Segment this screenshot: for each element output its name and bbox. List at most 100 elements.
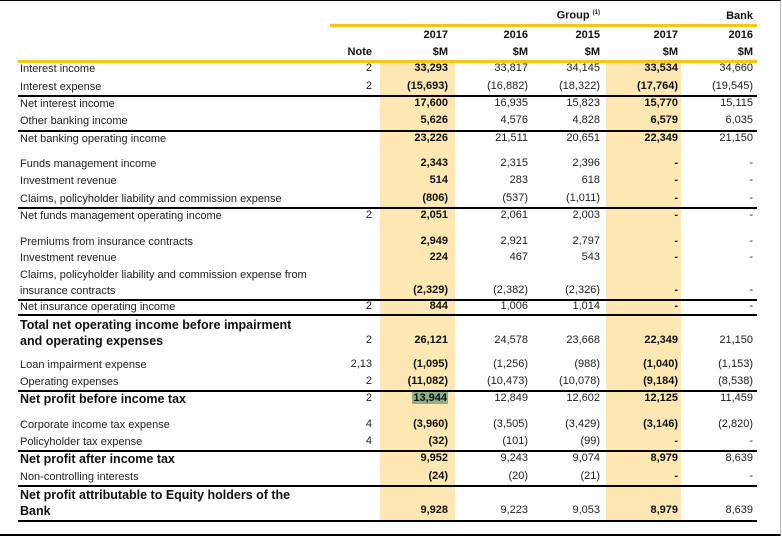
value-cell: 9,952 <box>420 452 448 464</box>
value-cell: 2,949 <box>420 235 448 247</box>
year-header: 2017 <box>653 29 678 41</box>
value-cell: 2,921 <box>500 235 528 247</box>
value-cell: (8,538) <box>718 375 753 387</box>
selected-value[interactable]: 13,944 <box>412 392 448 404</box>
value-cell: 2,797 <box>572 235 600 247</box>
value-cell: - <box>674 435 678 447</box>
row-label: Funds management income <box>20 158 157 170</box>
value-cell: 15,823 <box>566 97 600 109</box>
value-cell: (988) <box>574 358 600 370</box>
value-cell: 15,770 <box>644 97 678 109</box>
value-cell: 618 <box>581 174 600 186</box>
value-cell: 4,828 <box>572 114 600 126</box>
divider <box>18 485 757 487</box>
value-cell: 2,343 <box>420 157 448 169</box>
value-cell: 543 <box>581 251 600 263</box>
value-cell: (1,153) <box>718 358 753 370</box>
row-label: Net funds management operating income <box>20 210 222 222</box>
row-label: Claims, policyholder liability and commi… <box>20 193 282 205</box>
value-cell: (1,256) <box>493 358 528 370</box>
value-cell: 8,979 <box>650 452 678 464</box>
value-cell: 34,660 <box>719 62 753 74</box>
divider <box>18 314 757 316</box>
divider <box>18 207 757 209</box>
value-cell: 2,003 <box>572 209 600 221</box>
value-cell: 22,349 <box>644 334 678 346</box>
value-cell: 17,600 <box>414 97 448 109</box>
divider <box>18 130 757 132</box>
value-cell: - <box>749 251 753 263</box>
row-label: Total net operating income before impair… <box>20 318 292 348</box>
value-cell: - <box>674 157 678 169</box>
value-cell: 8,639 <box>725 504 753 516</box>
divider <box>18 520 757 522</box>
highlight-column-bank-2017 <box>606 61 681 522</box>
row-label: Claims, policyholder liability and commi… <box>20 269 307 297</box>
value-cell: 20,651 <box>566 132 600 144</box>
row-label: Loan impairment expense <box>20 359 147 371</box>
note-ref: 2 <box>365 392 372 404</box>
value-cell: 23,668 <box>566 334 600 346</box>
row-label: Interest income <box>20 63 96 75</box>
value-cell: (9,184) <box>643 375 678 387</box>
unit-header: $M <box>737 46 753 58</box>
value-cell: 9,074 <box>572 452 600 464</box>
row-label: Corporate income tax expense <box>20 419 170 431</box>
row-label: Net profit before income tax <box>20 392 186 406</box>
value-cell: - <box>674 470 678 482</box>
value-cell: - <box>674 284 678 296</box>
value-cell: (18,322) <box>559 80 600 92</box>
row-label: Interest expense <box>20 81 102 93</box>
value-cell: 33,534 <box>644 62 678 74</box>
value-cell: (3,960) <box>413 418 448 430</box>
value-cell: 12,602 <box>566 392 600 404</box>
row-label: Net profit after income tax <box>20 452 175 466</box>
value-cell: - <box>674 300 678 312</box>
value-cell: 23,226 <box>414 132 448 144</box>
value-cell: (3,146) <box>643 418 678 430</box>
row-label: Net profit attributable to Equity holder… <box>20 488 291 518</box>
value-cell: - <box>749 157 753 169</box>
note-ref: 2,13 <box>350 358 372 370</box>
row-label: Net interest income <box>20 98 115 110</box>
value-cell: 9,223 <box>500 504 528 516</box>
divider <box>18 390 757 392</box>
value-cell: 514 <box>429 174 448 186</box>
value-cell: 16,935 <box>494 97 528 109</box>
value-cell: - <box>749 284 753 296</box>
note-ref: 2 <box>365 209 372 221</box>
value-cell: (3,505) <box>493 418 528 430</box>
value-cell: 26,121 <box>414 334 448 346</box>
row-label: Investment revenue <box>20 252 117 264</box>
value-cell: (32) <box>428 435 448 447</box>
value-cell: - <box>749 192 753 204</box>
value-cell: 1,006 <box>500 300 528 312</box>
value-cell: (21) <box>580 470 600 482</box>
row-label: Operating expenses <box>20 376 119 388</box>
value-cell: 21,511 <box>495 132 528 144</box>
value-cell: (2,820) <box>718 418 753 430</box>
group-footnote: (1) <box>592 10 600 16</box>
divider <box>18 450 757 452</box>
note-ref: 2 <box>365 334 372 346</box>
value-cell: (19,545) <box>712 80 753 92</box>
value-cell: 283 <box>509 174 528 186</box>
unit-header: $M <box>512 46 528 58</box>
year-header: 2015 <box>575 29 600 41</box>
value-cell: 1,014 <box>572 300 600 312</box>
value-cell: 34,145 <box>566 62 600 74</box>
value-cell: (15,693) <box>407 80 448 92</box>
value-cell: 844 <box>429 300 448 312</box>
divider <box>18 95 757 97</box>
note-header: Note <box>347 46 372 58</box>
value-cell: - <box>749 235 753 247</box>
divider <box>18 299 757 301</box>
value-cell: 4,576 <box>500 114 528 126</box>
value-cell: (2,329) <box>413 284 448 296</box>
value-cell: - <box>674 192 678 204</box>
note-ref: 4 <box>365 435 372 447</box>
value-cell: 21,150 <box>719 334 753 346</box>
row-label: Premiums from insurance contracts <box>20 236 193 248</box>
note-ref: 2 <box>365 300 372 312</box>
